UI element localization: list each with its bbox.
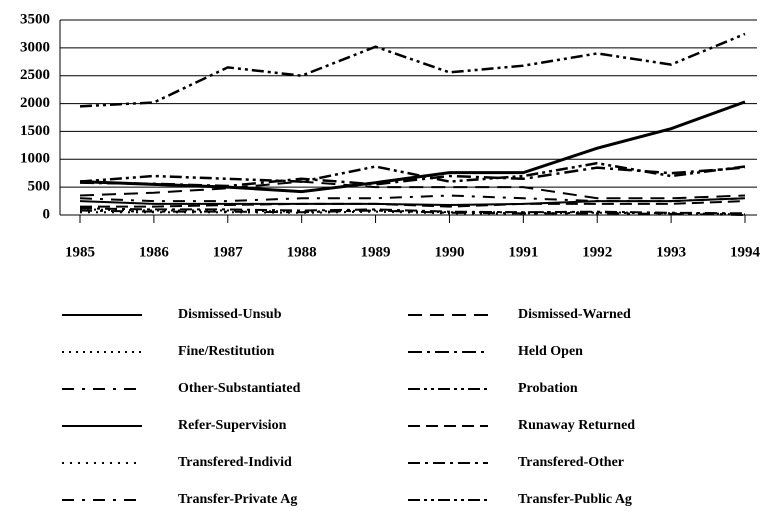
y-tick-label: 3000	[20, 39, 50, 55]
x-tick-label: 1989	[361, 244, 391, 260]
x-tick-label: 1991	[508, 244, 538, 260]
legend-label: Runaway Returned	[518, 418, 635, 433]
x-tick-label: 1994	[730, 244, 761, 260]
legend-label: Transfered-Individ	[178, 455, 292, 470]
legend-label: Other-Substantiated	[178, 381, 301, 396]
x-tick-label: 1988	[287, 244, 317, 260]
legend-label: Probation	[518, 381, 578, 396]
y-tick-label: 2000	[20, 95, 50, 111]
x-tick-label: 1992	[582, 244, 612, 260]
y-tick-label: 1000	[20, 151, 50, 167]
y-tick-label: 500	[28, 179, 51, 195]
series-line	[80, 200, 746, 208]
x-tick-label: 1985	[65, 244, 95, 260]
legend-label: Refer-Supervision	[178, 418, 287, 433]
y-tick-label: 2500	[20, 67, 50, 83]
series-line	[79, 180, 746, 200]
series-line	[79, 161, 746, 183]
y-tick-label: 1500	[20, 123, 50, 139]
legend-label: Dismissed-Warned	[518, 307, 631, 322]
series-line	[79, 209, 746, 216]
x-tick-label: 1987	[213, 244, 244, 260]
legend-label: Transfer-Public Ag	[518, 492, 632, 507]
series-line	[79, 166, 746, 188]
legend-label: Held Open	[518, 344, 583, 359]
x-tick-label: 1986	[139, 244, 170, 260]
y-tick-label: 3500	[20, 11, 50, 27]
x-tick-label: 1990	[434, 244, 464, 260]
legend-label: Transfer-Private Ag	[178, 492, 297, 507]
series-line	[79, 207, 746, 215]
legend-label: Dismissed-Unsub	[178, 307, 282, 322]
y-tick-label: 0	[43, 206, 51, 222]
series-line	[79, 32, 746, 108]
series-line	[79, 194, 746, 203]
x-tick-label: 1993	[656, 244, 686, 260]
legend-label: Transfered-Other	[518, 455, 624, 470]
legend-label: Fine/Restitution	[178, 344, 275, 359]
